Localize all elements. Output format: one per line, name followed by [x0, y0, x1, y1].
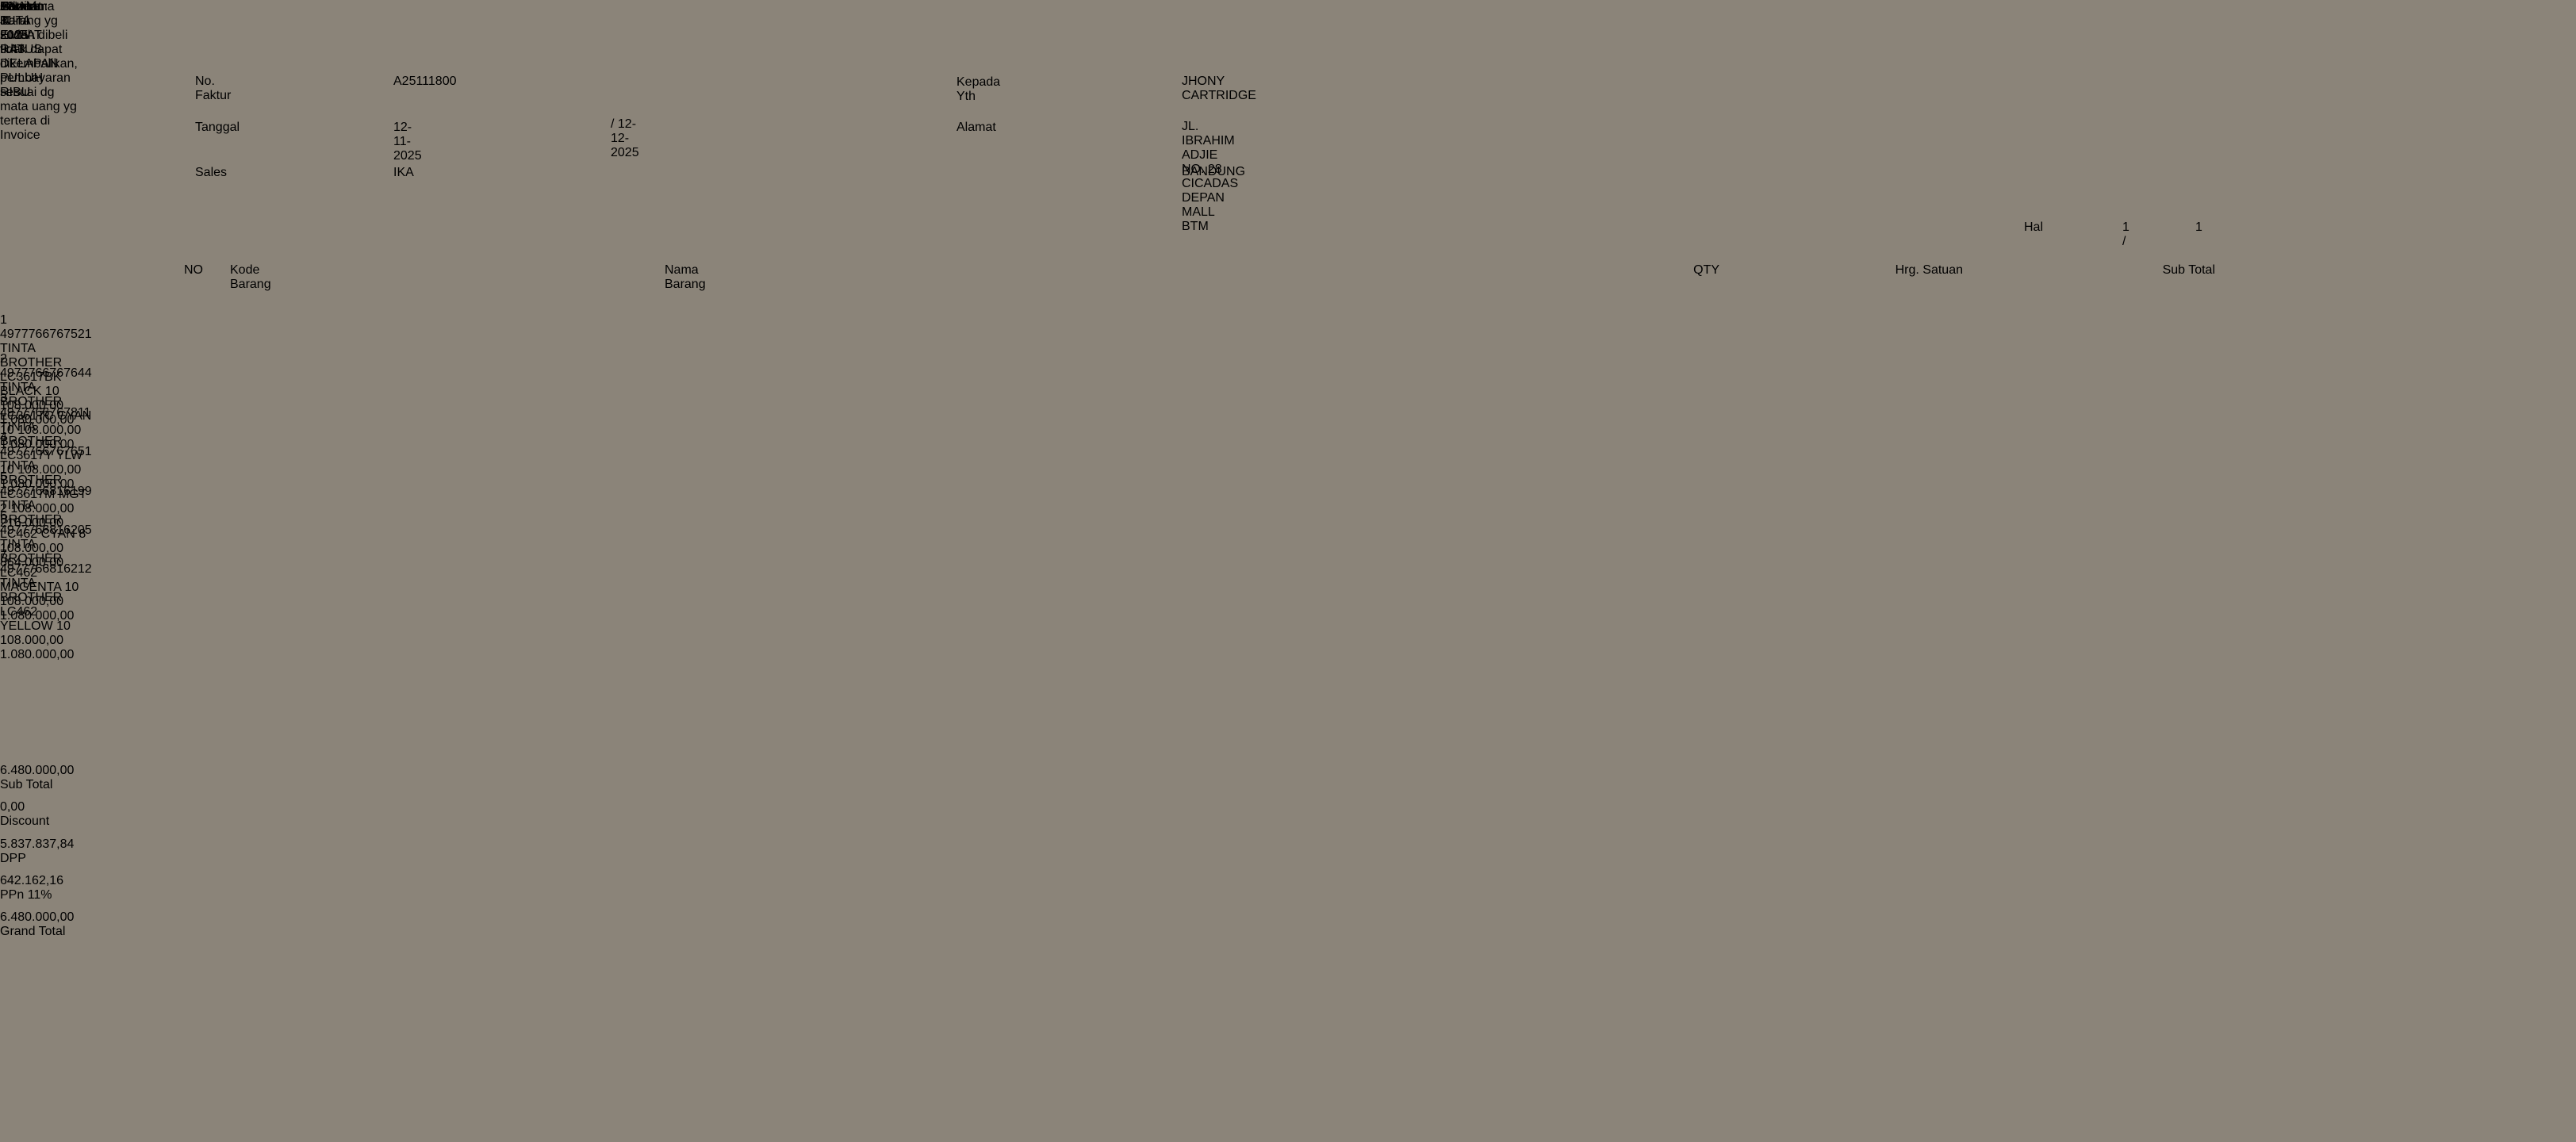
item-subtotal: 1.080.000,00	[0, 477, 75, 491]
item-subtotal: 1.080.000,00	[0, 648, 75, 662]
col-header-no: NO	[184, 263, 203, 277]
item-code: 4977766767521	[0, 328, 92, 341]
table-row: 3 4977766767811 TINTA BROTHER LC3617Y YL…	[0, 392, 91, 492]
item-no: 3	[0, 391, 7, 405]
summary-label: DPP	[0, 851, 26, 865]
item-unit-price: 108.000,00	[0, 399, 64, 412]
summary-label: Discount	[0, 814, 50, 829]
signature-admin: Admin	[0, 0, 36, 13]
item-qty: 10	[44, 385, 59, 398]
item-qty: 10	[0, 462, 14, 477]
table-row: 2 4977766767644 TINTA BROTHER LC3617C CY…	[0, 352, 92, 452]
kepada-label: Kepada Yth	[956, 75, 1001, 103]
summary-row: 6.480.000,00 Grand Total	[0, 910, 74, 939]
item-code: 4977766767644	[0, 366, 92, 381]
tanggal-value: 12-11-2025	[393, 121, 422, 163]
item-no: 4	[0, 431, 7, 445]
item-unit-price: 108.000,00	[10, 502, 75, 516]
table-row: 4 4977766767651 TINTA BROTHER LC3617M MG…	[0, 431, 92, 531]
summary-value: 6.480.000,00	[0, 910, 75, 925]
item-qty: 10	[56, 619, 71, 634]
signature-hormat-kami: Hormat Kami	[0, 0, 42, 28]
item-no: 2	[0, 352, 7, 366]
kepada-value: JHONY CARTRIDGE	[1182, 75, 1256, 102]
summary-row: 642.162,16 PPn 11%	[0, 874, 63, 902]
footer-note: Catatan: Barang yg sudah dibeli tidak da…	[0, 0, 78, 142]
summary-value: 642.162,16	[0, 873, 64, 887]
item-no: 1	[0, 313, 7, 327]
table-row: 6 4977766816205 TINTA BROTHER LC462 MAGE…	[0, 509, 92, 623]
item-unit-price: 108.000,00	[0, 595, 64, 608]
item-qty: 10	[64, 581, 79, 594]
item-unit-price: 108.000,00	[0, 541, 64, 555]
item-unit-price: 108.000,00	[17, 462, 82, 477]
amount-in-words: ENAM JUTA EMPAT RATUS DELAPAN PULUH RIBU	[0, 0, 59, 99]
page-label: Hal	[2024, 220, 2044, 234]
alamat-line2: BANDUNG	[1182, 165, 1246, 178]
alamat-line1: JL. IBRAHIM ADJIE NO. 28 CICADAS DEPAN M…	[1182, 120, 1239, 233]
item-code: 4977766816205	[0, 523, 92, 537]
sales-label: Sales	[195, 166, 228, 179]
item-code: 4977766816212	[0, 562, 92, 577]
no-faktur-value: A25111800	[393, 75, 457, 88]
sales-value: IKA	[393, 166, 414, 179]
tanggal-due-value: / 12-12-2025	[611, 117, 639, 159]
item-unit-price: 108.000,00	[0, 634, 64, 648]
item-subtotal: 1.080.000,00	[0, 413, 75, 427]
item-name: TINTA BROTHER LC462 MAGENTA	[0, 538, 63, 594]
alamat-label: Alamat	[956, 121, 996, 134]
page-total: 1	[2195, 220, 2202, 234]
item-subtotal: 1.080.000,00	[0, 438, 75, 452]
item-qty: 10	[0, 423, 14, 438]
col-header-qty: QTY	[1693, 263, 1719, 277]
summary-row: 6.480.000,00 Sub Total	[0, 764, 74, 792]
summary-value: 0,00	[0, 800, 25, 814]
item-no: 6	[0, 509, 7, 523]
tanggal-label: Tanggal	[195, 121, 240, 134]
item-no: 5	[0, 469, 7, 484]
summary-row: 5.837.837,84 DPP	[0, 837, 74, 866]
summary-row: 0,00 Discount	[0, 800, 49, 829]
item-unit-price: 108.000,00	[17, 423, 82, 438]
item-code: 4977766767811	[0, 405, 91, 420]
item-code: 4977766767651	[0, 445, 92, 459]
print-datetime: 18-11-2025 9:43	[0, 0, 29, 56]
col-header-hrg: Hrg. Satuan	[1895, 263, 1963, 277]
item-qty: 2	[0, 502, 7, 516]
item-name: TINTA BROTHER LC3617Y YLW	[0, 420, 83, 462]
item-qty: 8	[79, 527, 86, 541]
no-faktur-label: No. Faktur	[195, 75, 232, 102]
summary-value: 5.837.837,84	[0, 837, 75, 851]
item-no: 7	[0, 548, 7, 562]
invoice-title: Invoice	[0, 0, 40, 13]
summary-label: Sub Total	[0, 778, 53, 791]
col-header-subtotal: Sub Total	[2162, 263, 2215, 277]
col-header-kode: Kode Barang	[230, 263, 271, 291]
item-name: TINTA BROTHER LC3617BK BLACK	[0, 342, 63, 398]
item-name: TINTA BROTHER LC462 YELLOW	[0, 577, 63, 634]
summary-value: 6.480.000,00	[0, 764, 75, 777]
item-name: TINTA BROTHER LC3617M MGT	[0, 459, 87, 502]
item-name: TINTA BROTHER LC3617C CYAN	[0, 381, 92, 423]
item-code: 4977766816199	[0, 484, 92, 498]
item-name: TINTA BROTHER LC462 CYAN	[0, 498, 75, 541]
item-subtotal: 1.080.000,00	[0, 609, 75, 623]
col-header-nama: Nama Barang	[665, 263, 706, 291]
item-subtotal: 216.000,00	[0, 516, 64, 531]
signature-penerima: Penerima	[0, 0, 55, 13]
table-row: 7 4977766816212 TINTA BROTHER LC462 YELL…	[0, 548, 92, 662]
page-current: 1 /	[2122, 220, 2129, 248]
table-row: 1 4977766767521 TINTA BROTHER LC3617BK B…	[0, 313, 92, 427]
summary-label: PPn 11%	[0, 887, 52, 902]
item-subtotal: 864.000,00	[0, 555, 64, 569]
summary-label: Grand Total	[0, 925, 66, 939]
table-row: 5 4977766816199 TINTA BROTHER LC462 CYAN…	[0, 470, 92, 570]
